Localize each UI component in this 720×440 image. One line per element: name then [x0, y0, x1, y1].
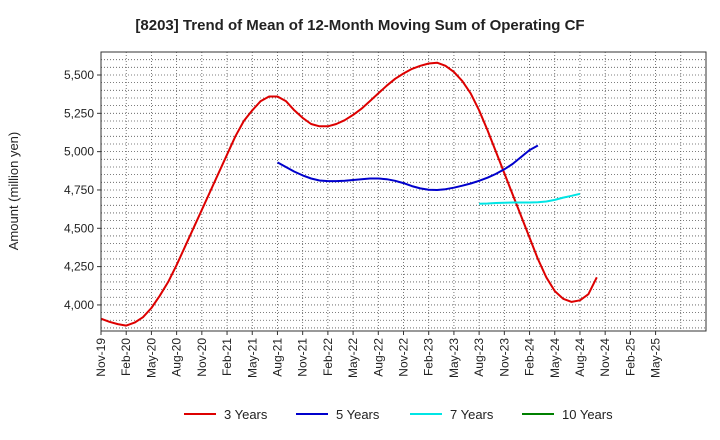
x-tick-label: May-25 [649, 338, 663, 378]
x-tick-label: Aug-24 [573, 338, 587, 377]
legend: 3 Years 5 Years 7 Years 10 Years [184, 407, 613, 422]
y-tick-label: 4,250 [64, 260, 94, 274]
y-axis-label: Amount (million yen) [6, 132, 21, 251]
x-tick-label: Aug-21 [270, 338, 284, 377]
plot-area [101, 52, 706, 331]
x-tick-label: May-23 [447, 338, 461, 378]
chart-title: [8203] Trend of Mean of 12-Month Moving … [135, 17, 584, 34]
x-tick-label: Nov-22 [397, 338, 411, 377]
legend-label-10-years: 10 Years [562, 407, 613, 422]
x-tick-label: Nov-24 [598, 338, 612, 377]
x-tick-label: Aug-22 [371, 338, 385, 377]
x-tick-label: Feb-25 [623, 338, 637, 376]
y-tick-label: 4,750 [64, 183, 94, 197]
y-tick-label: 4,000 [64, 298, 94, 312]
x-tick-label: May-22 [346, 338, 360, 378]
x-tick-label: Feb-22 [321, 338, 335, 376]
x-tick-label: Nov-21 [296, 338, 310, 377]
x-tick-label: Aug-23 [472, 338, 486, 377]
y-tick-label: 5,250 [64, 106, 94, 120]
x-tick-label: Feb-21 [220, 338, 234, 376]
y-tick-label: 4,500 [64, 221, 94, 235]
x-tick-label: Nov-20 [195, 338, 209, 377]
y-tick-label: 5,000 [64, 145, 94, 159]
series-line-5-years [277, 144, 539, 191]
x-tick-label: Feb-23 [422, 338, 436, 376]
series-line-3-years [100, 61, 598, 327]
legend-label-5-years: 5 Years [336, 407, 380, 422]
x-tick-label: May-20 [144, 338, 158, 378]
x-tick-label: Nov-19 [94, 338, 108, 377]
legend-label-7-years: 7 Years [450, 407, 494, 422]
axis-layer: 4,000 4,250 4,500 4,750 5,000 5,250 5,500 Nov-1… [64, 51, 707, 378]
series-layer [100, 61, 598, 327]
legend-label-3-years: 3 Years [224, 407, 268, 422]
x-tick-label: Nov-23 [497, 338, 511, 377]
x-tick-label: Aug-20 [170, 338, 184, 377]
x-tick-label: May-21 [245, 338, 259, 378]
y-tick-label: 5,500 [64, 68, 94, 82]
x-tick-label: Feb-20 [119, 338, 133, 376]
x-tick-label: Feb-24 [523, 338, 537, 376]
x-tick-label: May-24 [548, 338, 562, 378]
series-line-7-years [479, 192, 581, 205]
grid-layer [100, 51, 707, 331]
